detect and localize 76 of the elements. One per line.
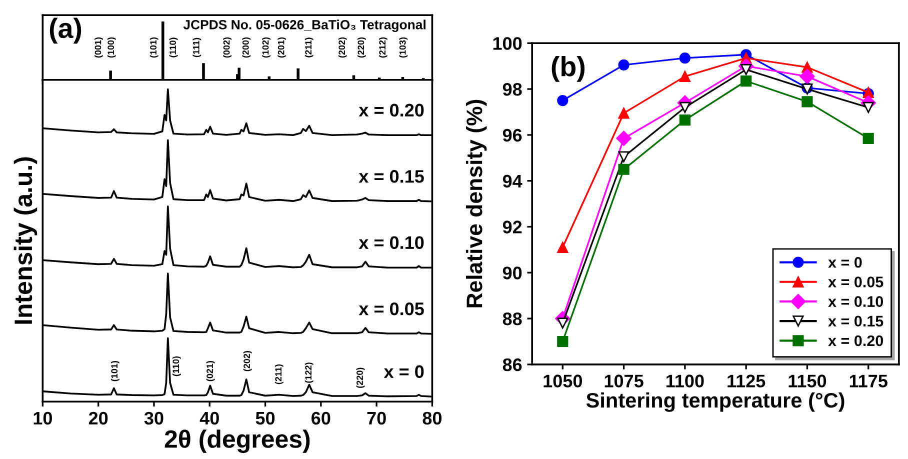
annotation: (b): [552, 56, 585, 82]
annotation: (102): [262, 37, 270, 58]
series-label: x = 0.05: [358, 302, 424, 316]
x-tick-label: 80: [422, 412, 442, 425]
series-label: x = 0: [384, 365, 424, 378]
series-label: x = 0.10: [358, 236, 424, 250]
point: [618, 108, 630, 119]
series-label: x = 0.15: [358, 170, 424, 183]
point: [618, 164, 630, 175]
x-tick-label: 1175: [850, 374, 888, 388]
x-tick-label: 20: [88, 412, 108, 425]
legend-label: x = 0.20: [828, 335, 884, 346]
point: [679, 114, 690, 126]
series-label: x = 0.20: [358, 104, 424, 117]
annotation: (110): [172, 356, 181, 376]
point: [740, 75, 752, 87]
y-tick-label: 96: [502, 128, 522, 142]
point: [618, 151, 630, 162]
annotation: (a): [50, 18, 82, 44]
point: [862, 132, 874, 144]
point: [618, 59, 630, 71]
y-tick-label: 94: [502, 174, 522, 188]
point: [802, 96, 813, 108]
point: [679, 52, 690, 64]
annotation: (111): [192, 38, 202, 58]
annotation: (002): [223, 37, 232, 58]
annotation: (211): [274, 364, 284, 384]
point: [557, 336, 568, 348]
x-tick-label: 1150: [788, 374, 826, 388]
annotation: (110): [169, 38, 178, 58]
annotation: (202): [338, 37, 347, 58]
annotation: (220): [357, 37, 366, 58]
x-axis-title: Sintering temperature (°C): [586, 392, 844, 412]
annotation: (021): [206, 360, 215, 382]
annotation: (200): [242, 37, 251, 58]
chart-title: JCPDS No. 05-0626_BaTiO₃ Tetragonal: [183, 20, 426, 32]
legend-label: x = 0.15: [828, 316, 884, 327]
y-axis-title: Intensity (a.u.): [14, 157, 38, 324]
x-axis-title: 2θ (degrees): [164, 430, 310, 453]
x-tick-label: 10: [34, 412, 52, 425]
y-axis-title: Relative density (%): [466, 100, 487, 308]
point: [616, 130, 632, 146]
annotation: (001): [94, 37, 103, 58]
y-tick-label: 88: [502, 312, 522, 326]
point: [800, 68, 815, 84]
x-tick-label: 50: [256, 412, 275, 425]
x-tick-label: 60: [312, 412, 330, 425]
annotation: (122): [304, 362, 314, 383]
annotation: (201): [278, 37, 286, 58]
legend-label: x = 0.05: [828, 276, 884, 288]
point: [557, 318, 568, 329]
legend-label: x = 0: [828, 256, 862, 268]
annotation: (103): [399, 37, 408, 58]
x-tick-label: 1100: [666, 374, 704, 388]
annotation: (212): [378, 37, 388, 58]
annotation: (101): [150, 37, 158, 58]
x-tick-label: 70: [367, 412, 386, 425]
annotation: (202): [243, 350, 252, 372]
y-tick-label: 90: [502, 266, 522, 280]
y-tick-label: 92: [502, 220, 522, 234]
y-tick-label: 86: [502, 358, 522, 372]
point: [557, 94, 568, 106]
annotation: (100): [107, 37, 116, 58]
y-tick-label: 98: [502, 82, 522, 96]
x-tick-label: 1050: [544, 374, 582, 388]
x-tick-label: 1125: [728, 374, 766, 388]
legend-label: x = 0.10: [828, 296, 884, 307]
x-tick-label: 1075: [604, 374, 644, 388]
x-tick-label: 40: [200, 412, 219, 425]
x-tick-label: 30: [144, 412, 164, 425]
point: [679, 70, 690, 82]
annotation: (220): [356, 368, 365, 388]
annotation: (211): [304, 38, 314, 58]
y-tick-label: 100: [493, 37, 522, 50]
annotation: (101): [110, 360, 120, 382]
point: [557, 242, 568, 253]
